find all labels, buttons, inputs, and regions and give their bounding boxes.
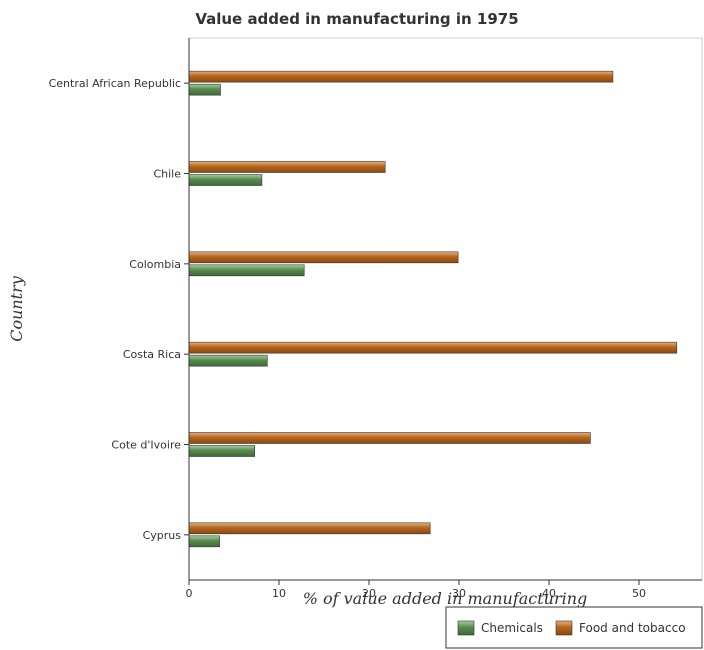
x-tick-label-50: 50 bbox=[632, 587, 646, 600]
y-tick-label-chile: Chile bbox=[153, 168, 181, 181]
chart-title: Value added in manufacturing in 1975 bbox=[195, 10, 518, 28]
y-tick-label-costa-rica: Costa Rica bbox=[123, 348, 181, 361]
legend-swatch-chemicals bbox=[457, 620, 475, 636]
y-tick-label-central-african-republic: Central African Republic bbox=[49, 77, 181, 90]
x-tick-label-10: 10 bbox=[272, 587, 286, 600]
y-axis-label: Country bbox=[7, 275, 26, 342]
bar-food-and-tobacco-chile bbox=[188, 161, 386, 173]
bar-chemicals-cyprus bbox=[188, 535, 220, 548]
bar-chemicals-colombia bbox=[188, 264, 305, 277]
y-tick-label-cote-d-ivoire: Cote d'Ivoire bbox=[111, 439, 181, 452]
y-tick-label-colombia: Colombia bbox=[129, 258, 181, 271]
bar-food-and-tobacco-central-african-republic bbox=[188, 70, 614, 83]
bar-chemicals-central-african-republic bbox=[188, 83, 221, 96]
legend-label-food-and-tobacco: Food and tobacco bbox=[579, 621, 686, 635]
legend-swatch-food-and-tobacco bbox=[555, 620, 573, 636]
x-tick-label-20: 20 bbox=[362, 587, 376, 600]
x-tick-label-0: 0 bbox=[186, 587, 193, 600]
bar-food-and-tobacco-cote-d-ivoire bbox=[188, 432, 591, 444]
bar-chemicals-chile bbox=[188, 174, 263, 186]
bar-chemicals-costa-rica bbox=[188, 354, 268, 367]
x-axis-ticks: 0 10 20 30 40 50 bbox=[186, 580, 646, 600]
plot-area bbox=[188, 37, 703, 581]
bar-chemicals-cote-d-ivoire bbox=[188, 445, 255, 457]
legend: Chemicals Food and tobacco bbox=[445, 606, 703, 649]
bar-food-and-tobacco-colombia bbox=[188, 251, 459, 264]
legend-label-chemicals: Chemicals bbox=[481, 621, 543, 635]
x-tick-label-30: 30 bbox=[452, 587, 466, 600]
y-axis-ticks: Central African Republic Chile Colombia Cos… bbox=[49, 77, 189, 542]
y-tick-label-cyprus: Cyprus bbox=[143, 529, 182, 542]
x-axis-label: % of value added in manufacturing bbox=[303, 589, 588, 608]
legend-box bbox=[445, 606, 703, 649]
bar-food-and-tobacco-cyprus bbox=[188, 522, 431, 535]
bar-food-and-tobacco-costa-rica bbox=[188, 341, 678, 354]
x-tick-label-40: 40 bbox=[542, 587, 556, 600]
bars bbox=[188, 70, 678, 548]
